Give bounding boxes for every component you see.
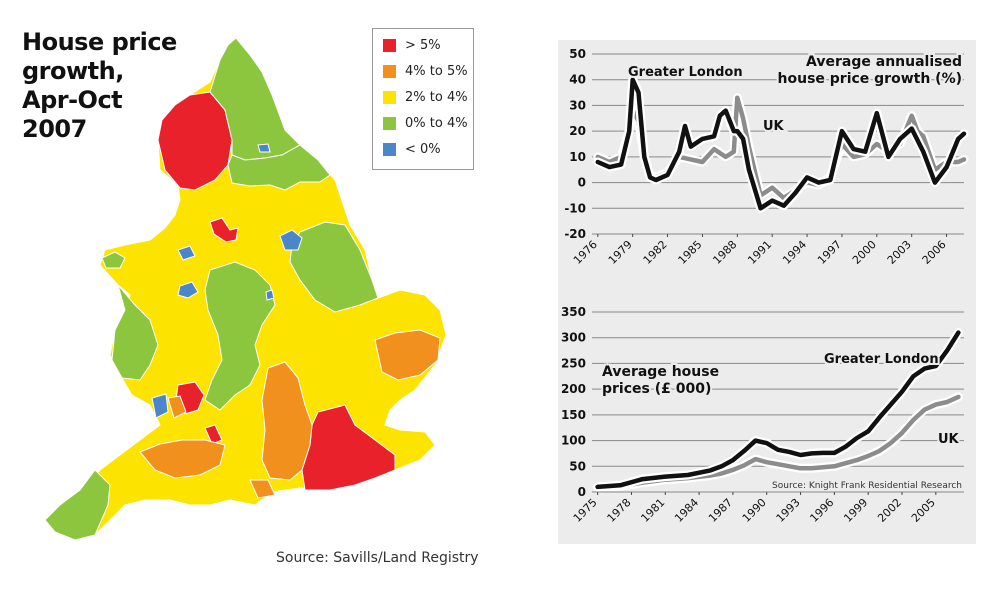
chart-source-note: Source: Knight Frank Residential Researc… — [772, 481, 962, 491]
x-tick-label: 2003 — [885, 238, 914, 267]
annotation-uk: UK — [763, 119, 785, 134]
map-region-orange-wiltshire — [139, 439, 226, 479]
y-tick-label: 30 — [569, 98, 586, 112]
map-region-blue-5 — [151, 393, 169, 419]
legend-swatch — [383, 65, 396, 78]
y-tick-label: 0 — [578, 176, 586, 190]
legend-label: > 5% — [405, 38, 441, 53]
x-tick-label: 1999 — [841, 496, 870, 525]
y-tick-label: 150 — [561, 408, 586, 422]
map-region-red-lancs — [209, 217, 239, 243]
x-tick-label: 1982 — [641, 238, 670, 267]
map-title: House price growth, Apr-Oct 2007 — [22, 28, 182, 144]
y-tick-label: 250 — [561, 356, 586, 370]
y-tick-label: 300 — [561, 331, 586, 345]
map-region-midlands-green — [204, 261, 276, 411]
y-tick-label: 50 — [569, 47, 586, 61]
map-region-anglesey-green — [101, 251, 126, 269]
y-tick-label: 20 — [569, 124, 586, 138]
y-tick-label: 50 — [569, 459, 586, 473]
map-region-orange-hants — [249, 479, 276, 499]
map-title-line-2: growth, — [22, 57, 124, 85]
x-tick-label: 1988 — [710, 238, 739, 267]
series-line-greater-london — [595, 330, 961, 490]
legend-label: 4% to 5% — [405, 64, 468, 79]
x-tick-label: 2000 — [850, 238, 879, 267]
x-tick-label: 1979 — [606, 238, 635, 267]
chart-title-line: Average annualised — [806, 54, 962, 70]
x-tick-label: 2005 — [909, 496, 938, 525]
x-tick-label: 2006 — [920, 238, 949, 267]
map-region-orange-glos — [167, 395, 187, 419]
x-tick-label: 1996 — [807, 496, 836, 525]
x-tick-label: 1990 — [740, 496, 769, 525]
chart-title-line: house price growth (%) — [778, 71, 962, 87]
map-region-red-somerset — [204, 424, 223, 445]
x-tick-label: 1987 — [706, 496, 735, 525]
legend-swatch — [383, 91, 396, 104]
map-title-line-1: House price — [22, 28, 177, 56]
annotation-greater-london: Greater London — [824, 352, 939, 367]
series-line-uk — [595, 394, 961, 490]
series-line-greater-london — [595, 77, 967, 211]
y-tick-label: 200 — [561, 382, 586, 396]
map-region-blue-4 — [257, 143, 271, 153]
map-region-orange-east-anglia — [374, 329, 441, 381]
x-tick-label: 1984 — [672, 496, 701, 525]
map-legend: > 5% 4% to 5% 2% to 4% 0% to 4% < 0% — [372, 28, 474, 170]
y-tick-label: 10 — [569, 150, 586, 164]
series-halo — [593, 75, 969, 213]
map-region-cornwall-green — [44, 469, 111, 541]
annotation-uk: UK — [938, 432, 960, 447]
map-title-line-4: 2007 — [22, 115, 87, 143]
x-tick-label: 1975 — [571, 496, 600, 525]
legend-swatch — [383, 143, 396, 156]
map-region-wales-green — [111, 284, 159, 381]
chart-title-line: prices (£ 000) — [602, 381, 711, 397]
y-tick-label: -20 — [564, 227, 586, 241]
y-tick-label: 40 — [569, 73, 586, 87]
map-region-blue-1 — [279, 229, 303, 251]
map-region-yorkshire-green — [227, 144, 331, 191]
charts-panel: 50 40 30 20 10 0 -10 -20 1976 1979 1982 1985 1988 199… — [558, 40, 976, 544]
x-tick-label: 1991 — [745, 238, 774, 267]
map-region-east-midlands-green — [289, 221, 379, 313]
y-tick-label: 0 — [578, 485, 586, 499]
legend-label: 2% to 4% — [405, 90, 468, 105]
legend-label: 0% to 4% — [405, 116, 468, 131]
map-region-blue-2 — [177, 245, 196, 261]
legend-swatch — [383, 39, 396, 52]
y-tick-label: 350 — [561, 305, 586, 319]
y-tick-label: -10 — [564, 201, 586, 215]
legend-swatch — [383, 117, 396, 130]
annotation-greater-london: Greater London — [628, 65, 743, 80]
x-tick-label: 1976 — [571, 238, 600, 267]
map-region-blue-6 — [265, 289, 275, 301]
x-tick-label: 1981 — [638, 496, 667, 525]
map-region-blue-3 — [177, 281, 199, 299]
map-source-note: Source: Savills/Land Registry — [276, 550, 479, 566]
map-region-orange-thames — [261, 361, 313, 481]
x-tick-label: 1993 — [774, 496, 803, 525]
x-tick-label: 1978 — [605, 496, 634, 525]
x-tick-label: 1994 — [780, 238, 809, 267]
chart-title-line: Average house — [602, 364, 719, 380]
england-wales-map — [44, 37, 447, 541]
x-tick-label: 2002 — [875, 496, 904, 525]
legend-label: < 0% — [405, 142, 441, 157]
map-title-line-3: Apr-Oct — [22, 86, 123, 114]
x-tick-label: 1985 — [676, 238, 705, 267]
x-tick-label: 1997 — [815, 238, 844, 267]
y-tick-label: 100 — [561, 434, 586, 448]
series-halo — [593, 392, 963, 492]
